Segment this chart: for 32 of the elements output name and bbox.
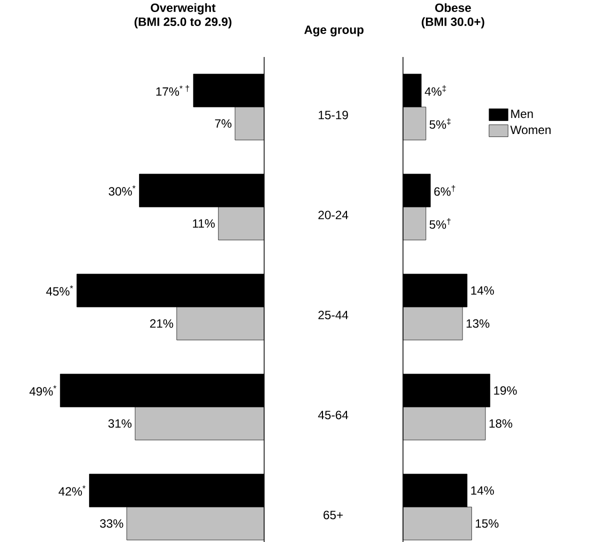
data-label: 4%$^{‡}$	[424, 85, 446, 96]
data-label: 5%$^{†}$	[430, 218, 451, 229]
chart-subtitle: (BMI 25.0 to 29.9)	[134, 17, 232, 28]
data-label: 6%$^{†}$	[434, 185, 456, 196]
chart-title: Overweight	[150, 3, 216, 14]
data-label: 14%	[471, 486, 494, 495]
chart-title: Obese	[435, 3, 471, 12]
data-label: 18%	[490, 419, 512, 428]
legend-label: Men	[511, 110, 533, 118]
data-label: 42%$^{*}$	[58, 485, 86, 496]
data-label: 21%	[150, 319, 174, 328]
data-label: 17%$^{* †}$	[156, 85, 190, 96]
y-tick-label: 45-64	[318, 410, 348, 420]
y-tick-label: 15-19	[318, 110, 348, 120]
data-label: 7%	[215, 119, 232, 128]
data-label: 13%	[466, 319, 490, 328]
data-label: 15%	[476, 519, 498, 528]
data-label: 30%$^{*}$	[108, 185, 136, 196]
data-label: 19%	[494, 386, 517, 395]
data-label: 14%	[471, 286, 494, 295]
data-label: 5%$^{‡}$	[430, 118, 451, 129]
chart-subtitle: (BMI 30.0+)	[422, 17, 484, 28]
y-tick-label: 65+	[324, 510, 343, 520]
data-label: 45%$^{*}$	[46, 285, 74, 296]
y-tick-label: 20-24	[318, 210, 348, 220]
data-label: 33%	[100, 519, 124, 528]
y-axis-title: Age group	[304, 26, 364, 36]
data-label: 49%$^{*}$	[29, 385, 56, 396]
data-label: 31%	[108, 419, 132, 428]
legend-label: Women	[510, 126, 551, 134]
data-label: 11%	[192, 219, 215, 228]
y-tick-label: 25-44	[318, 310, 348, 320]
